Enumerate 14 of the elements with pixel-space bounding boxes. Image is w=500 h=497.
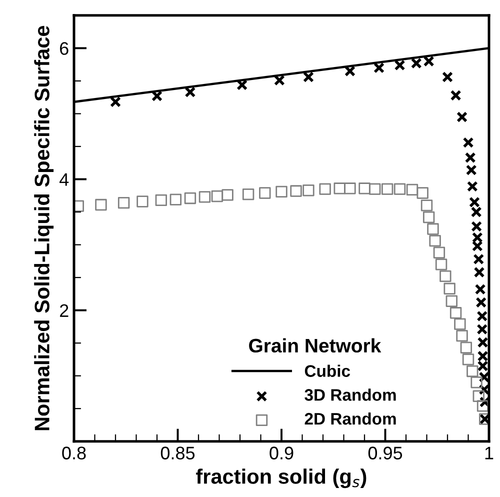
legend-title: Grain Network — [249, 338, 382, 353]
y-tick-label: 4 — [60, 173, 69, 186]
x-tick-label: 1 — [485, 446, 494, 460]
legend-label: Cubic — [304, 364, 350, 377]
x-tick-label: 0.85 — [160, 446, 195, 460]
y-tick-label: 2 — [60, 304, 68, 317]
x-tick-label: 0.9 — [270, 446, 294, 460]
legend-label: 2D Random — [304, 412, 396, 425]
y-axis-title: Normalized Solid-Liquid Specific Surface — [34, 26, 54, 430]
x-axis-title: fraction solid (g$_{s}$) — [196, 468, 366, 488]
legend-label: 3D Random — [304, 388, 396, 401]
x-tick-label: 0.8 — [62, 446, 86, 460]
y-tick-label: 6 — [60, 42, 68, 55]
x-tick-label: 0.95 — [368, 446, 402, 460]
